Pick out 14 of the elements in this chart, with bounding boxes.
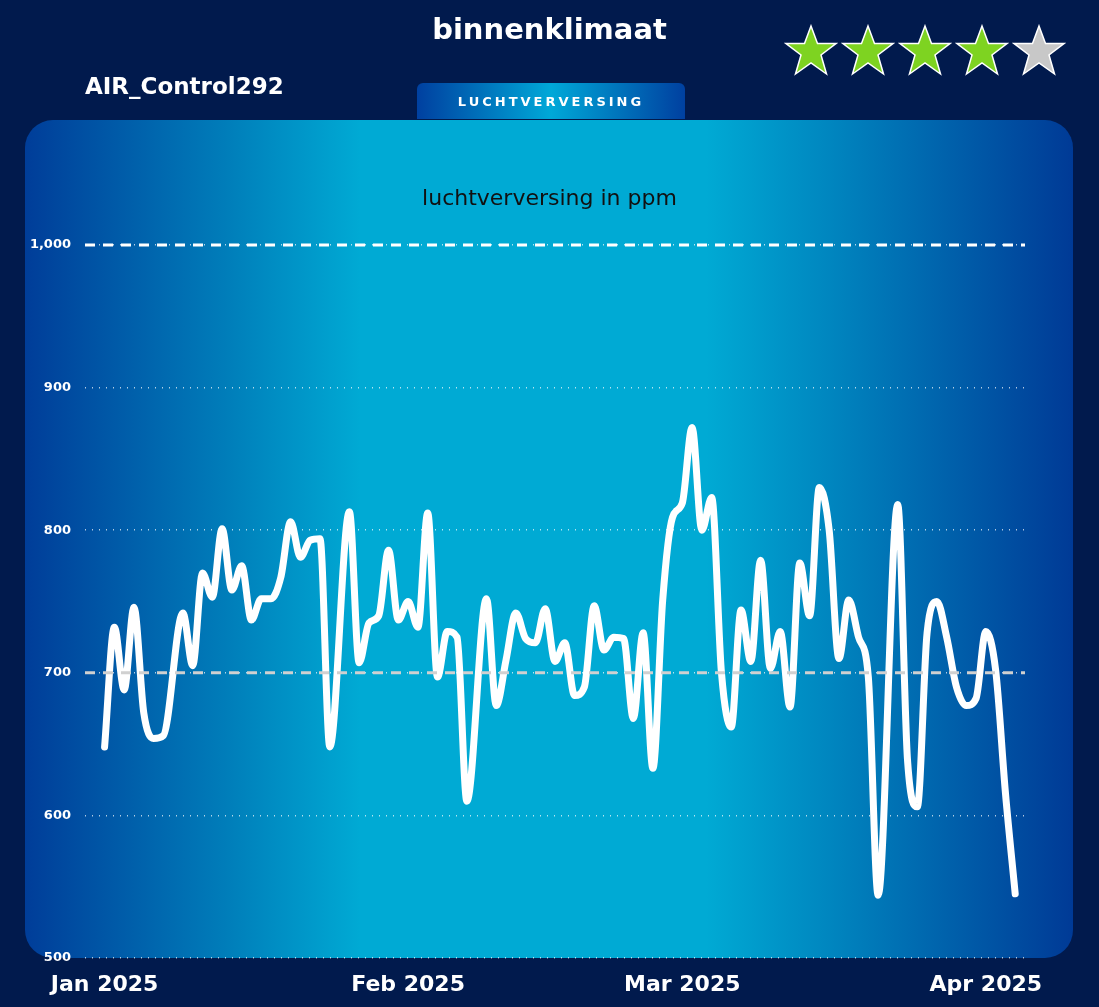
x-tick-label: Jan 2025 xyxy=(48,970,159,996)
x-tick-label: Mar 2025 xyxy=(624,970,741,996)
y-tick-label: 800 xyxy=(43,521,71,537)
chart-title: binnenklimaat xyxy=(431,12,668,46)
y-tick-label: 1,000 xyxy=(29,236,71,252)
x-tick-label: Apr 2025 xyxy=(929,970,1043,996)
y-tick-label: 600 xyxy=(43,806,71,822)
text: AIR_Control292 xyxy=(85,73,284,99)
y-tick-label: 700 xyxy=(43,664,71,680)
y-tick-label: 500 xyxy=(43,949,71,965)
chart-subtitle: luchtverversing in ppm xyxy=(421,185,678,210)
x-tick-label: Feb 2025 xyxy=(351,970,465,996)
text: LUCHTVERVERSING xyxy=(417,83,685,119)
y-tick-label: 900 xyxy=(43,378,71,394)
